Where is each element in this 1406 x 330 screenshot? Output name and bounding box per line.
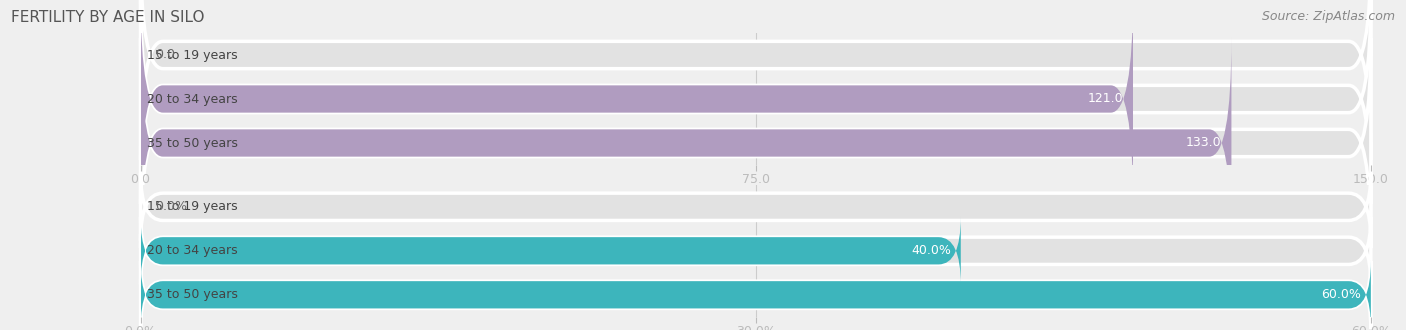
- Text: 15 to 19 years: 15 to 19 years: [146, 200, 238, 213]
- FancyBboxPatch shape: [141, 0, 1371, 204]
- Text: 0.0%: 0.0%: [155, 200, 187, 213]
- Text: 60.0%: 60.0%: [1322, 288, 1361, 301]
- FancyBboxPatch shape: [141, 261, 1371, 329]
- FancyBboxPatch shape: [141, 38, 1371, 248]
- FancyBboxPatch shape: [141, 38, 1232, 248]
- Text: 35 to 50 years: 35 to 50 years: [146, 137, 238, 149]
- FancyBboxPatch shape: [141, 0, 1371, 160]
- Text: 0.0: 0.0: [155, 49, 176, 61]
- FancyBboxPatch shape: [141, 0, 1133, 204]
- Text: 40.0%: 40.0%: [911, 244, 950, 257]
- FancyBboxPatch shape: [141, 173, 1371, 241]
- FancyBboxPatch shape: [141, 261, 1371, 329]
- Text: 133.0: 133.0: [1185, 137, 1222, 149]
- Text: 20 to 34 years: 20 to 34 years: [146, 244, 238, 257]
- Text: 15 to 19 years: 15 to 19 years: [146, 49, 238, 61]
- Text: Source: ZipAtlas.com: Source: ZipAtlas.com: [1261, 10, 1395, 23]
- Text: 121.0: 121.0: [1087, 92, 1123, 106]
- Text: 20 to 34 years: 20 to 34 years: [146, 92, 238, 106]
- Text: FERTILITY BY AGE IN SILO: FERTILITY BY AGE IN SILO: [11, 10, 205, 25]
- Text: 35 to 50 years: 35 to 50 years: [146, 288, 238, 301]
- FancyBboxPatch shape: [141, 217, 960, 285]
- FancyBboxPatch shape: [141, 217, 1371, 285]
